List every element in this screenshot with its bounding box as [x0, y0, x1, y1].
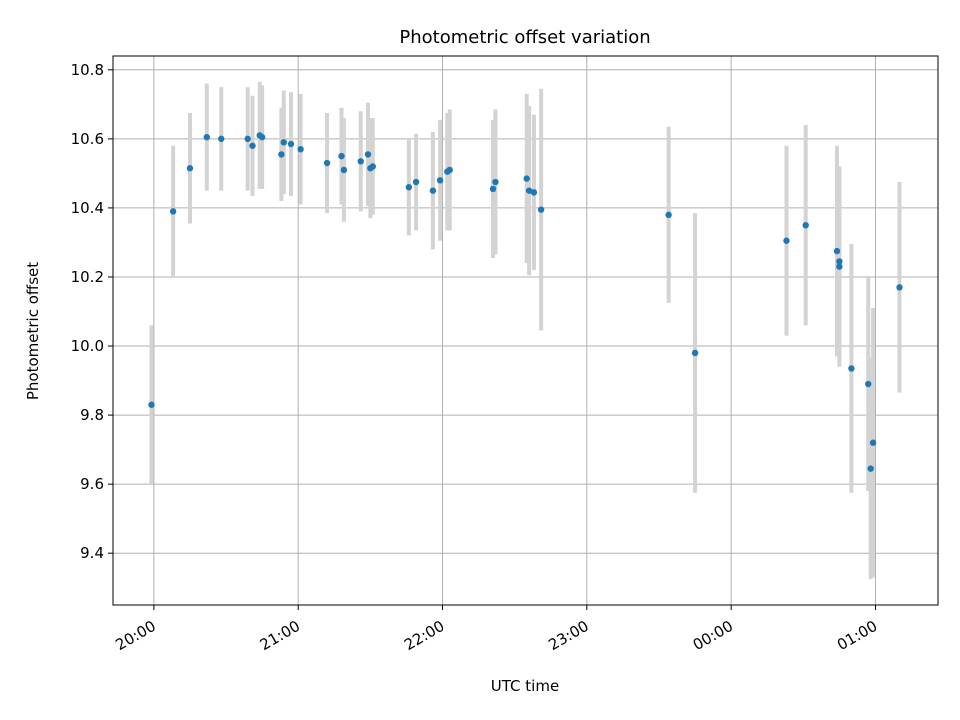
data-point [525, 187, 533, 194]
data-point [523, 175, 530, 182]
data-point [323, 159, 331, 167]
plot-frame [112, 55, 939, 606]
data-point [297, 146, 304, 153]
data-point [280, 139, 287, 146]
data-point [169, 208, 177, 215]
data-point [836, 258, 843, 265]
y-tick-label: 10.4 [71, 199, 104, 217]
data-point [249, 142, 256, 149]
data-point [492, 178, 499, 186]
data-point [364, 151, 372, 158]
data-point [869, 439, 877, 446]
data-point [369, 163, 376, 170]
data-point [802, 221, 809, 229]
data-point [278, 151, 285, 158]
data-point [287, 140, 295, 148]
data-point [405, 184, 413, 191]
data-point [203, 133, 211, 141]
data-point [865, 380, 872, 388]
data-point [446, 166, 453, 174]
y-tick-label: 10.0 [71, 337, 104, 355]
y-tick-label: 9.6 [80, 475, 104, 493]
data-point [338, 152, 345, 160]
data-point [848, 365, 855, 372]
y-tick-label: 10.2 [71, 268, 104, 286]
y-axis: 9.4 9.6 9.8 10.0 10.2 10.4 10.6 10.8 [71, 61, 113, 562]
data-point [258, 133, 266, 141]
data-point [867, 465, 874, 472]
data-point [357, 158, 364, 165]
data-point [833, 247, 841, 255]
chart-title: Photometric offset variation [399, 27, 650, 48]
data-point [429, 187, 437, 194]
data-point [836, 263, 843, 270]
y-tick-label: 9.4 [80, 544, 104, 562]
data-points [148, 132, 903, 472]
data-point [665, 211, 672, 219]
data-point [783, 237, 790, 244]
data-point [436, 177, 444, 184]
data-point [148, 401, 155, 408]
data-point [218, 135, 225, 143]
y-tick-label: 10.6 [71, 130, 104, 148]
data-point [412, 178, 420, 186]
data-point [186, 165, 194, 172]
data-point [340, 166, 348, 174]
y-tick-label: 9.8 [80, 406, 104, 424]
data-point [896, 284, 903, 291]
y-axis-label: Photometric offset [24, 262, 42, 400]
x-axis-label: UTC time [491, 677, 559, 695]
data-point [489, 185, 497, 193]
data-point [530, 189, 538, 196]
data-point [244, 135, 251, 143]
data-point [537, 206, 545, 213]
y-tick-label: 10.8 [71, 61, 104, 79]
data-point [691, 349, 699, 357]
